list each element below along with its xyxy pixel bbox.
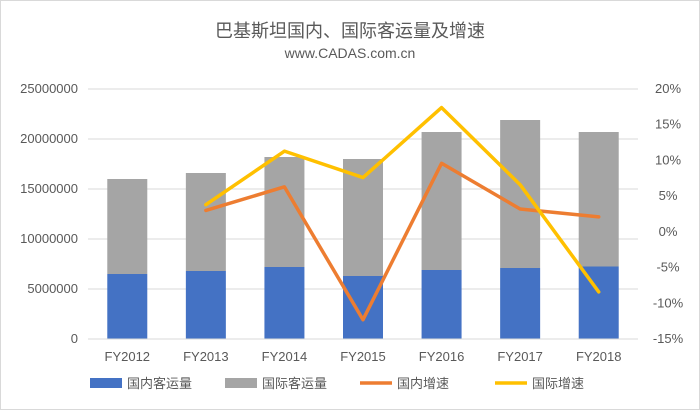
bar-国内客运量 (185, 271, 226, 339)
bar-国内客运量 (343, 276, 383, 339)
x-tick-label: FY2013 (183, 349, 229, 364)
y-right-tick-label: 0% (659, 224, 678, 239)
legend-label: 国际客运量 (262, 376, 327, 392)
y-right-tick-label: 5% (659, 188, 678, 203)
bar-国内客运量 (500, 268, 541, 339)
x-tick-label: FY2018 (576, 349, 622, 364)
y-left-tick-label: 10000000 (20, 231, 78, 246)
y-right-tick-label: -15% (653, 331, 684, 346)
legend-label: 国内增速 (397, 376, 449, 392)
bar-国际客运量 (107, 179, 148, 274)
legend-swatch (90, 378, 122, 388)
bar-国际客运量 (421, 132, 462, 270)
y-right-tick-label: 10% (655, 152, 681, 167)
y-right-tick-label: -10% (653, 295, 684, 310)
y-right-tick-label: -5% (656, 260, 680, 275)
legend-label: 国内客运量 (127, 376, 192, 392)
bar-国际客运量 (185, 173, 226, 271)
line-国际增速 (204, 105, 601, 294)
line-国内增速 (204, 161, 601, 322)
x-tick-label: FY2012 (105, 349, 151, 364)
x-tick-label: FY2015 (340, 349, 386, 364)
legend-swatch (225, 378, 257, 388)
legend-label: 国际增速 (532, 377, 584, 392)
y-right-tick-label: 20% (655, 81, 681, 96)
y-right-tick-label: 15% (655, 117, 681, 132)
chart-subtitle: www.CADAS.com.cn (284, 45, 416, 61)
bar-国际客运量 (578, 132, 619, 267)
y-left-tick-label: 20000000 (20, 131, 78, 146)
y-left-tick-label: 5000000 (27, 281, 78, 296)
y-left-tick-label: 15000000 (20, 181, 78, 196)
bar-国际客运量 (500, 120, 541, 268)
bar-国内客运量 (107, 274, 148, 339)
bar-国内客运量 (421, 270, 462, 339)
bar-国内客运量 (264, 267, 305, 339)
x-tick-label: FY2017 (497, 349, 543, 364)
y-left-tick-label: 25000000 (20, 81, 78, 96)
x-tick-label: FY2014 (262, 349, 308, 364)
x-tick-label: FY2016 (419, 349, 465, 364)
bar-国内客运量 (578, 266, 619, 339)
chart-title: 巴基斯坦国内、国际客运量及增速 (215, 21, 485, 42)
y-left-tick-label: 0 (71, 331, 78, 346)
